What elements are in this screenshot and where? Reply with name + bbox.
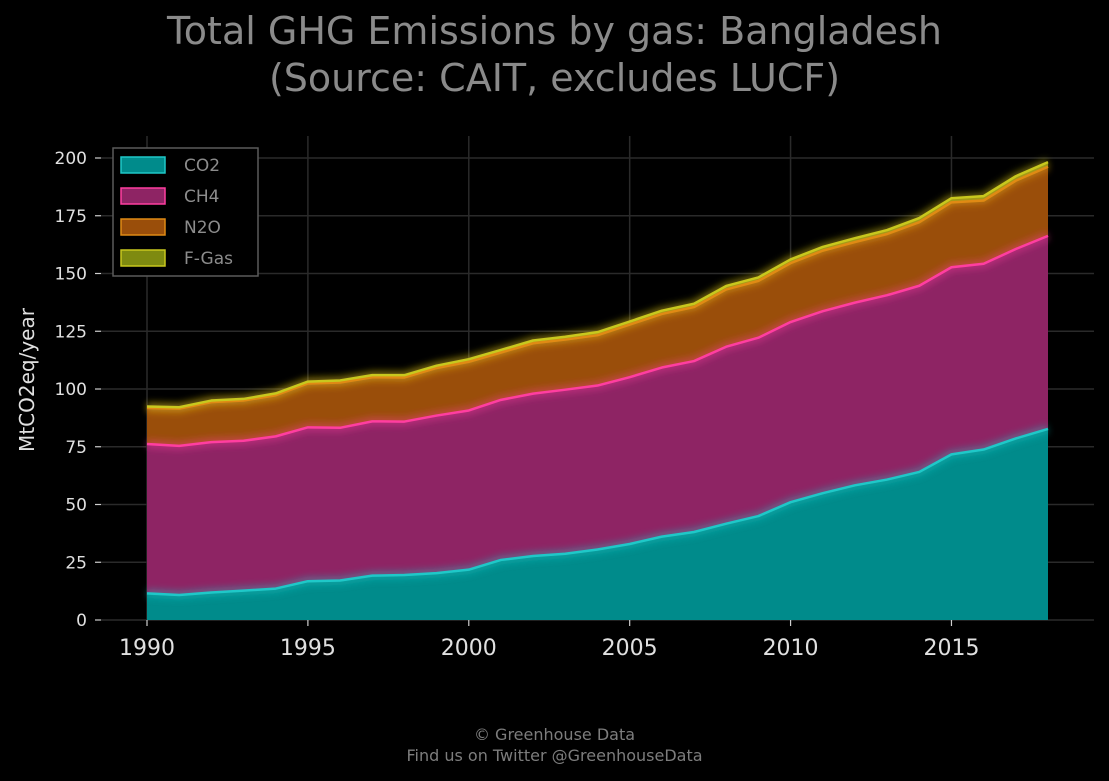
- chart-title-line-2: (Source: CAIT, excludes LUCF): [268, 56, 841, 100]
- line-n2o: [146, 165, 1049, 410]
- chart-title-line-1: Total GHG Emissions by gas: Bangladesh: [167, 9, 942, 53]
- x-tick-label: 2010: [763, 636, 819, 661]
- area-layer: [147, 162, 1048, 620]
- y-axis-label: MtCO2eq/year: [15, 307, 39, 452]
- x-tick-label: 2015: [923, 636, 979, 661]
- legend-label-co2: CO2: [184, 156, 220, 176]
- y-tick-label: 50: [65, 496, 87, 516]
- y-tick-label: 200: [55, 149, 87, 169]
- line-f-gas: [146, 161, 1049, 409]
- footer-copyright: © Greenhouse Data: [473, 725, 636, 744]
- x-tick-label: 1990: [119, 636, 175, 661]
- line-layer: [146, 161, 1049, 597]
- x-tick-label: 2000: [441, 636, 497, 661]
- line-ch4: [146, 234, 1049, 448]
- x-tick-label: 1995: [280, 636, 336, 661]
- legend: CO2 CH4 N2O F-Gas: [112, 147, 259, 277]
- y-tick-label: 100: [55, 380, 87, 400]
- legend-swatch-n2o: [120, 218, 166, 236]
- legend-label-f-gas: F-Gas: [184, 249, 233, 269]
- legend-label-ch4: CH4: [184, 187, 219, 207]
- legend-swatch-f-gas: [120, 249, 166, 267]
- y-tick-label: 25: [65, 553, 87, 573]
- x-tick-label: 2005: [602, 636, 658, 661]
- chart-title: Total GHG Emissions by gas: Bangladesh (…: [0, 8, 1109, 102]
- area-co2: [147, 428, 1048, 620]
- area-ch4: [147, 235, 1048, 596]
- y-tick-label: 75: [65, 438, 87, 458]
- legend-label-n2o: N2O: [184, 218, 221, 238]
- area-n2o: [147, 166, 1048, 446]
- axes: 0 25 50 75 100 125 150 175 200 1990 1995 2000 2005 20…: [15, 149, 979, 661]
- footer: © Greenhouse Data Find us on Twitter @Gr…: [0, 724, 1109, 766]
- legend-swatch-ch4: [120, 187, 166, 205]
- y-tick-label: 0: [76, 611, 87, 631]
- line-co2: [146, 427, 1049, 597]
- y-tick-label: 125: [55, 322, 87, 342]
- footer-twitter: Find us on Twitter @GreenhouseData: [406, 746, 703, 765]
- y-tick-label: 175: [55, 207, 87, 227]
- legend-swatch-co2: [120, 156, 166, 174]
- y-tick-label: 150: [55, 265, 87, 285]
